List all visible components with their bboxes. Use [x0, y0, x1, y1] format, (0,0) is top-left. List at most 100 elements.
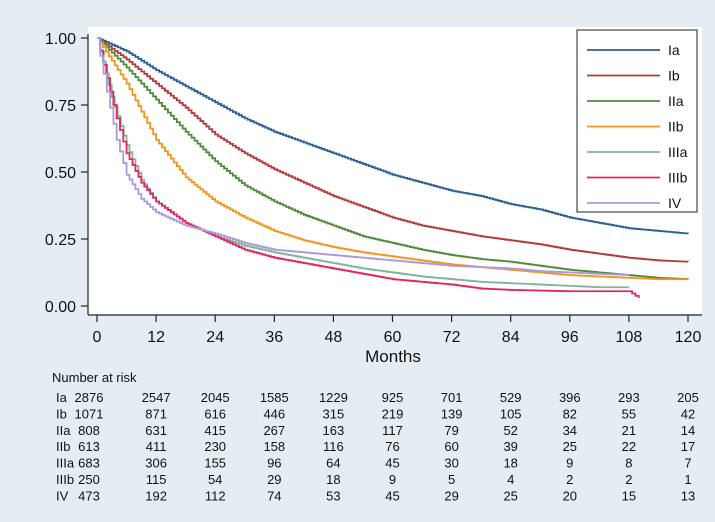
risk-cell: 5: [448, 472, 455, 487]
risk-cell: 158: [263, 439, 285, 454]
risk-cell: 14: [681, 423, 695, 438]
series-line-ib: [97, 37, 689, 263]
legend-label-iiia: IIIa: [668, 144, 688, 160]
risk-cell: 25: [563, 439, 577, 454]
risk-cell: 112: [205, 488, 226, 503]
risk-cell: 205: [677, 390, 699, 405]
risk-cell: 230: [204, 439, 226, 454]
risk-cell: 701: [441, 390, 463, 405]
legend-label-ia: Ia: [668, 42, 680, 58]
risk-cell: 55: [622, 406, 636, 421]
risk-cell: 2045: [201, 390, 230, 405]
risk-cell: 15: [622, 488, 636, 503]
risk-cell: 192: [145, 488, 167, 503]
legend-label-iib: IIb: [668, 119, 684, 135]
risk-cell: 8: [625, 456, 632, 471]
risk-cell: 411: [146, 439, 167, 454]
legend-label-iv: IV: [668, 195, 682, 211]
y-tick-label: 0.75: [45, 98, 76, 115]
risk-row-label: Ia: [56, 390, 68, 405]
risk-cell: 45: [385, 488, 399, 503]
risk-cell: 219: [382, 406, 404, 421]
risk-cell: 9: [389, 472, 396, 487]
risk-cell: 293: [618, 390, 640, 405]
legend: Ia Ib IIa IIb IIIa IIIb IV: [576, 29, 698, 213]
risk-cell: 4: [507, 472, 514, 487]
risk-cell: 2547: [142, 390, 171, 405]
x-tick-label: 60: [384, 329, 402, 346]
risk-cell: 13: [681, 488, 695, 503]
risk-cell: 17: [681, 439, 695, 454]
risk-cell: 52: [503, 423, 517, 438]
risk-cell: 60: [444, 439, 458, 454]
risk-cell: 105: [500, 406, 522, 421]
risk-cell: 155: [204, 456, 226, 471]
risk-cell: 808: [78, 423, 100, 438]
axes: 0.00 0.25 0.50 0.75 1.00 0 12 24 36 48 60 72 84 96 108…: [45, 31, 702, 346]
risk-cell: 25: [503, 488, 517, 503]
x-tick-label: 96: [561, 329, 579, 346]
x-tick-label: 72: [443, 329, 461, 346]
risk-cell: 76: [385, 439, 399, 454]
risk-cell: 42: [681, 406, 695, 421]
risk-cell: 7: [684, 456, 691, 471]
series-line-iia: [97, 37, 689, 280]
risk-cell: 29: [267, 472, 281, 487]
x-tick-label: 24: [206, 329, 224, 346]
risk-cell: 117: [382, 423, 403, 438]
risk-table: Number at risk Ia 2876 2547 2045 1585 1229 925…: [52, 370, 699, 503]
risk-cell: 267: [263, 423, 285, 438]
risk-row-label: IIa: [56, 423, 71, 438]
risk-cell: 22: [622, 439, 636, 454]
y-tick-label: 1.00: [45, 31, 76, 48]
risk-cell: 18: [503, 456, 517, 471]
x-tick-label: 36: [265, 329, 283, 346]
x-tick-label: 108: [616, 329, 643, 346]
risk-cell: 683: [78, 456, 100, 471]
risk-cell: 21: [622, 423, 636, 438]
risk-cell: 925: [382, 390, 404, 405]
risk-cell: 79: [444, 423, 458, 438]
risk-cell: 163: [323, 423, 345, 438]
series-line-iv: [97, 37, 630, 276]
risk-cell: 2876: [75, 390, 104, 405]
risk-cell: 2: [625, 472, 632, 487]
risk-cell: 74: [267, 488, 281, 503]
x-axis-title: Months: [365, 347, 421, 366]
risk-cell: 116: [323, 439, 344, 454]
risk-cell: 1585: [260, 390, 289, 405]
risk-cell: 9: [566, 456, 573, 471]
risk-row-label: IIb: [56, 439, 70, 454]
y-tick-label: 0.50: [45, 165, 76, 182]
risk-cell: 396: [559, 390, 581, 405]
risk-cell: 415: [204, 423, 226, 438]
risk-cell: 20: [563, 488, 577, 503]
risk-cell: 34: [563, 423, 577, 438]
series-line-iiib: [97, 37, 640, 298]
risk-cell: 613: [78, 439, 100, 454]
risk-row-label: IV: [56, 488, 69, 503]
risk-row-label: IIIa: [56, 456, 75, 471]
risk-cell: 96: [267, 456, 281, 471]
risk-cell: 446: [263, 406, 285, 421]
series-line-ia: [97, 37, 689, 235]
risk-cell: 45: [385, 456, 399, 471]
risk-table-title: Number at risk: [52, 370, 137, 385]
legend-label-iia: IIa: [668, 93, 684, 109]
risk-cell: 315: [323, 406, 345, 421]
series-line-iib: [97, 37, 688, 281]
x-tick-label: 84: [502, 329, 520, 346]
risk-cell: 115: [146, 472, 167, 487]
risk-cell: 250: [78, 472, 100, 487]
risk-cell: 53: [326, 488, 340, 503]
risk-cell: 473: [78, 488, 100, 503]
risk-cell: 39: [503, 439, 517, 454]
y-tick-label: 0.00: [45, 299, 76, 316]
risk-cell: 1071: [75, 406, 104, 421]
legend-box: [576, 29, 698, 213]
legend-label-ib: Ib: [668, 68, 680, 84]
survival-curves: [97, 37, 689, 298]
risk-cell: 54: [208, 472, 222, 487]
